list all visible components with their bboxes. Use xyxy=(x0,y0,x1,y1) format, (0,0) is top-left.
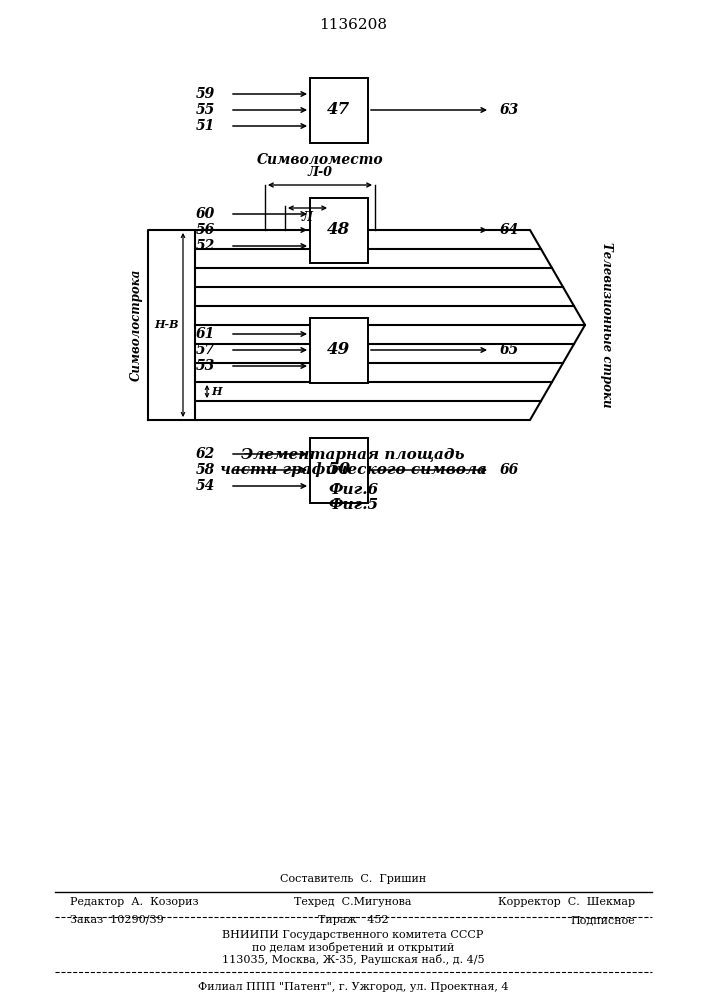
Text: Заказ  10290/39: Заказ 10290/39 xyxy=(70,915,164,925)
Text: Тираж   452: Тираж 452 xyxy=(317,915,388,925)
Bar xyxy=(310,318,368,382)
Text: 54: 54 xyxy=(196,479,215,493)
Text: Подписное: Подписное xyxy=(571,915,635,925)
Text: Филиал ППП "Патент", г. Ужгород, ул. Проектная, 4: Филиал ППП "Патент", г. Ужгород, ул. Про… xyxy=(198,982,508,992)
Text: 50: 50 xyxy=(327,462,351,479)
Text: 52: 52 xyxy=(196,239,215,253)
Text: части графического символа: части графического символа xyxy=(220,463,486,477)
Text: Фиг.6: Фиг.6 xyxy=(328,483,378,497)
Text: 60: 60 xyxy=(196,207,215,221)
Text: 65: 65 xyxy=(500,343,519,357)
Text: 49: 49 xyxy=(327,342,351,359)
Text: 48: 48 xyxy=(327,222,351,238)
Text: по делам изобретений и открытий: по делам изобретений и открытий xyxy=(252,942,454,953)
Text: 66: 66 xyxy=(500,463,519,477)
Text: 63: 63 xyxy=(500,103,519,117)
Text: ВНИИПИ Государственного комитета СССР: ВНИИПИ Государственного комитета СССР xyxy=(222,930,484,940)
Text: Символострока: Символострока xyxy=(129,269,143,381)
Text: 61: 61 xyxy=(196,327,215,341)
Text: 1136208: 1136208 xyxy=(319,18,387,32)
Text: Л-0: Л-0 xyxy=(308,166,332,179)
Text: Элементарная площадь: Элементарная площадь xyxy=(241,448,464,462)
Text: Символоместо: Символоместо xyxy=(257,153,383,167)
Text: Корректор  С.  Шекмар: Корректор С. Шекмар xyxy=(498,897,635,907)
Text: 59: 59 xyxy=(196,87,215,101)
Text: 56: 56 xyxy=(196,223,215,237)
Text: 53: 53 xyxy=(196,359,215,373)
Text: Л: Л xyxy=(302,211,313,224)
Text: Н: Н xyxy=(211,386,221,397)
Text: Техред  С.Мигунова: Техред С.Мигунова xyxy=(294,897,411,907)
Text: 58: 58 xyxy=(196,463,215,477)
Text: 47: 47 xyxy=(327,102,351,118)
Bar xyxy=(310,78,368,142)
Text: 62: 62 xyxy=(196,447,215,461)
Text: Н-В: Н-В xyxy=(155,320,179,330)
Text: Редактор  А.  Козориз: Редактор А. Козориз xyxy=(70,897,199,907)
Text: Составитель  С.  Гришин: Составитель С. Гришин xyxy=(280,874,426,884)
Bar xyxy=(310,438,368,502)
Text: 57: 57 xyxy=(196,343,215,357)
Text: 51: 51 xyxy=(196,119,215,133)
Bar xyxy=(310,198,368,262)
Text: Фиг.5: Фиг.5 xyxy=(328,498,378,512)
Text: 64: 64 xyxy=(500,223,519,237)
Text: 113035, Москва, Ж-35, Раушская наб., д. 4/5: 113035, Москва, Ж-35, Раушская наб., д. … xyxy=(222,954,484,965)
Text: Телевизионные строки: Телевизионные строки xyxy=(600,242,614,408)
Text: 55: 55 xyxy=(196,103,215,117)
